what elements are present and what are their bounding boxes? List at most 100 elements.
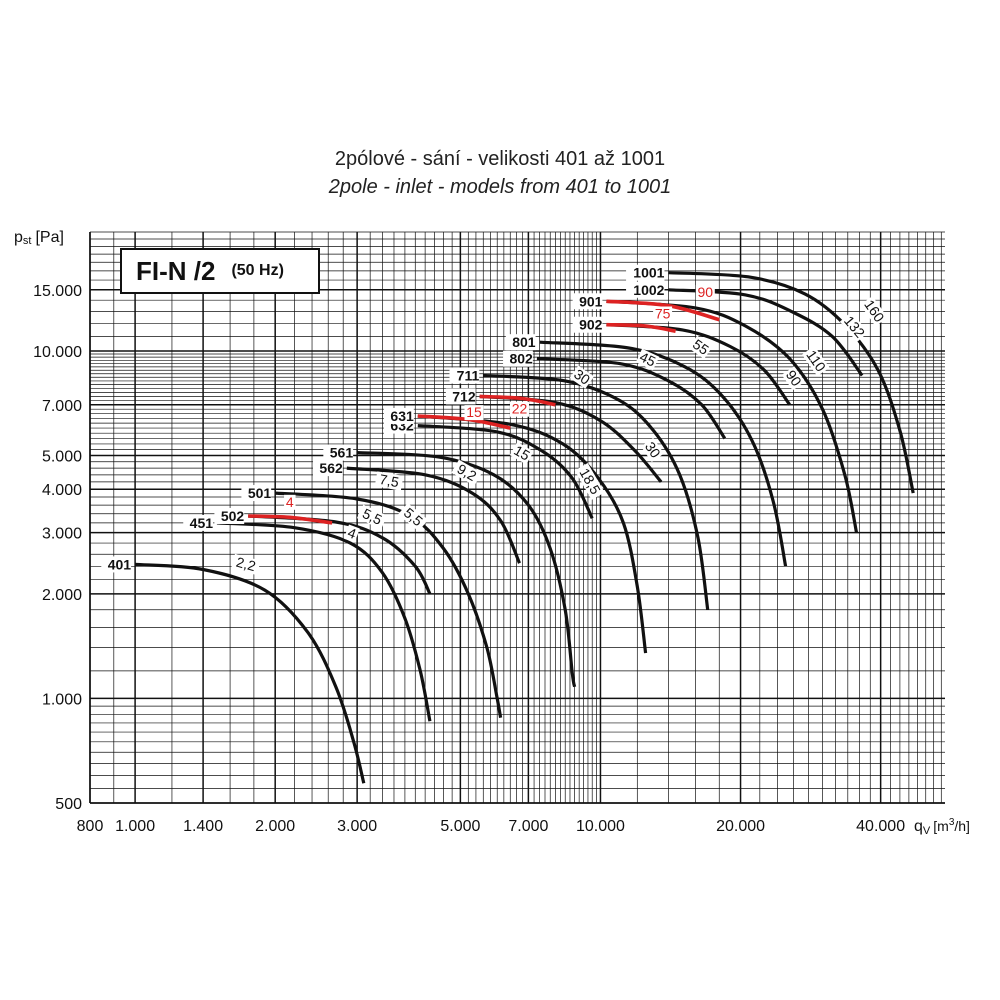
power-annotation: 7,5 xyxy=(374,471,404,491)
power-annotation-bg xyxy=(398,502,429,532)
y-tick-label: 15.000 xyxy=(33,283,82,300)
x-tick-label: 5.000 xyxy=(440,818,480,835)
x-tick-label: 7.000 xyxy=(508,818,548,835)
model-label-bg xyxy=(626,264,665,281)
power-annotation-bg xyxy=(356,504,388,530)
power-annotation-bg xyxy=(574,462,605,500)
model-label-bg xyxy=(383,407,414,424)
y-axis-label-unit: [Pa] xyxy=(35,229,63,246)
model-label: 561 xyxy=(330,445,354,461)
model-label-bg xyxy=(183,514,214,531)
curve-632 xyxy=(417,424,594,520)
power-annotation-text: 5,5 xyxy=(360,505,385,528)
power-annotation-text: 45 xyxy=(637,349,658,370)
power-annotation-bg xyxy=(635,348,660,371)
model-badge-title: FI-N /2 xyxy=(136,255,216,286)
power-annotation-bg xyxy=(569,365,594,389)
model-badge-frequency: (50 Hz) xyxy=(231,262,284,279)
model-label: 801 xyxy=(512,334,536,350)
model-label-bg xyxy=(214,507,245,524)
power-annotation-bg xyxy=(374,471,404,491)
x-axis-label: qV [m3/h] xyxy=(914,817,970,837)
power-annotation-bg xyxy=(860,295,888,327)
model-label-bg xyxy=(323,444,354,461)
model-label-bg xyxy=(101,556,132,573)
curve-712-red xyxy=(479,394,556,407)
model-label: 712 xyxy=(452,388,476,404)
power-annotation-text: 4 xyxy=(286,494,294,510)
power-annotation-bg xyxy=(839,312,869,342)
x-axis-label-unit-post: /h] xyxy=(954,818,970,834)
curve-901 xyxy=(606,299,859,533)
x-tick-label: 20.000 xyxy=(716,818,765,835)
y-axis-label: pst [Pa] xyxy=(14,229,64,247)
model-label: 902 xyxy=(579,317,603,333)
power-annotation: 110 xyxy=(802,345,830,377)
model-label-bg xyxy=(445,388,476,405)
chart-axes: 800 1.000 1.400 2.000 3.000 5.000 7.000 10.000 2… xyxy=(33,232,945,835)
curve-502-red xyxy=(248,514,333,525)
power-annotation: 4 xyxy=(343,524,360,543)
model-label-bg xyxy=(503,350,533,367)
model-label: 401 xyxy=(108,556,132,572)
x-axis-label-unit-sup: 3 xyxy=(949,817,955,828)
power-annotation-text: 15 xyxy=(511,442,533,464)
power-annotation-bg xyxy=(464,405,484,421)
model-label: 1002 xyxy=(633,282,664,298)
y-tick-label: 7.000 xyxy=(42,398,82,415)
power-annotation-bg xyxy=(509,441,534,465)
curve-1002 xyxy=(668,288,864,377)
x-axis-label-sub: V xyxy=(923,825,931,837)
power-annotation-bg xyxy=(510,401,529,417)
model-label: 711 xyxy=(457,367,480,383)
curve-562 xyxy=(346,466,521,564)
model-label-bg xyxy=(241,485,272,502)
x-tick-label: 800 xyxy=(77,818,104,835)
power-annotation: 90 xyxy=(781,366,805,391)
power-annotation-bg xyxy=(231,553,261,576)
power-annotation-text: 22 xyxy=(512,401,528,417)
curve-401 xyxy=(134,562,366,784)
power-annotation: 45 xyxy=(635,348,660,371)
power-annotation-text: 7,5 xyxy=(378,471,400,490)
model-label: 802 xyxy=(509,351,533,367)
y-tick-label: 1.000 xyxy=(42,691,82,708)
power-annotation-text: 2,2 xyxy=(235,554,258,575)
power-annotation-text: 160 xyxy=(861,297,888,325)
curve-711 xyxy=(483,373,710,610)
model-label: 901 xyxy=(579,293,603,309)
curve-561 xyxy=(357,451,577,688)
model-label-bg xyxy=(572,316,603,333)
curves-group xyxy=(134,271,915,784)
power-annotation: 22 xyxy=(510,401,529,417)
model-label: 502 xyxy=(221,508,245,524)
y-tick-label: 10.000 xyxy=(33,344,82,361)
x-tick-label: 3.000 xyxy=(337,818,377,835)
power-annotation-bg xyxy=(343,524,360,543)
x-tick-label: 40.000 xyxy=(856,818,905,835)
x-tick-label: 10.000 xyxy=(576,818,625,835)
curve-451 xyxy=(216,521,432,722)
power-annotation-bg xyxy=(802,345,830,377)
chart-title-en: 2pole - inlet - models from 401 to 1001 xyxy=(328,176,672,198)
x-tick-label: 2.000 xyxy=(255,818,295,835)
power-annotation: 30 xyxy=(569,365,594,389)
y-tick-label: 4.000 xyxy=(42,482,82,499)
chart-title-cz: 2pólové - sání - velikosti 401 až 1001 xyxy=(334,148,666,170)
curve-901-red xyxy=(606,299,720,322)
y-tick-label: 5.000 xyxy=(42,449,82,466)
power-annotation: 5,5 xyxy=(356,504,388,530)
y-axis-label-main: p xyxy=(14,229,23,246)
power-annotation-bg xyxy=(695,285,715,300)
curve-801 xyxy=(539,340,788,567)
power-annotation-text: 15 xyxy=(466,404,482,420)
power-annotation-text: 90 xyxy=(698,284,714,300)
x-axis-label-main: q xyxy=(914,818,923,835)
model-label: 1001 xyxy=(633,265,664,281)
power-annotation-bg xyxy=(688,335,713,359)
power-annotation: 15 xyxy=(509,441,534,465)
power-annotation-bg xyxy=(284,494,296,510)
power-annotation-text: 55 xyxy=(690,336,712,358)
power-annotation: 2,2 xyxy=(231,553,261,576)
